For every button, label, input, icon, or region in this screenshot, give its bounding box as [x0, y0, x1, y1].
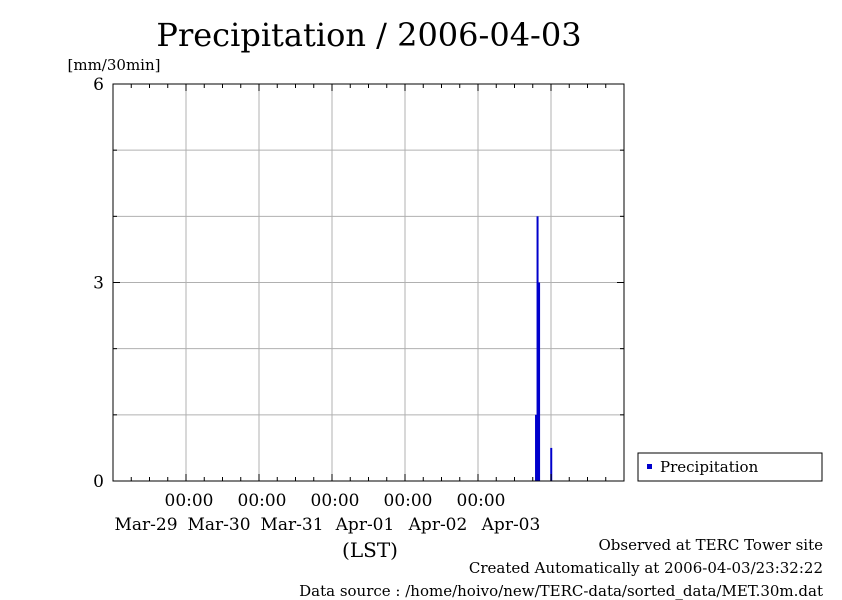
y-tick-label: 6	[93, 75, 104, 95]
x-tick-label-date: Mar-31	[260, 515, 323, 535]
footer-observed-site: Observed at TERC Tower site	[598, 536, 823, 554]
x-tick-label-time: 00:00	[457, 491, 506, 511]
legend-label-precipitation: Precipitation	[660, 458, 759, 476]
x-tick-label-date: Apr-01	[335, 515, 395, 535]
x-tick-label-time: 00:00	[311, 491, 360, 511]
y-tick-label: 3	[93, 274, 104, 294]
y-axis-unit-label: [mm/30min]	[68, 56, 161, 74]
footer-data-source: Data source : /home/hoivo/new/TERC-data/…	[299, 582, 823, 600]
y-axis-ticks: 0 3 6	[93, 75, 624, 492]
chart-title: Precipitation / 2006-04-03	[156, 16, 581, 54]
y-tick-label: 0	[93, 472, 104, 492]
gridlines	[113, 84, 624, 481]
x-axis-label: (LST)	[342, 538, 398, 562]
legend: Precipitation	[637, 452, 823, 482]
x-tick-label-date: Apr-02	[408, 515, 468, 535]
precipitation-bar	[536, 216, 539, 482]
x-tick-label-date: Mar-30	[187, 515, 250, 535]
legend-swatch-precipitation	[647, 464, 652, 469]
x-tick-label-time: 00:00	[238, 491, 287, 511]
precipitation-bar	[535, 414, 538, 481]
x-tick-label-time: 00:00	[165, 491, 214, 511]
precipitation-bar	[538, 282, 541, 481]
precipitation-bar	[550, 447, 553, 481]
legend-box	[637, 452, 823, 482]
footer-created-timestamp: Created Automatically at 2006-04-03/23:3…	[468, 559, 823, 577]
x-tick-label-date: Apr-03	[481, 515, 541, 535]
x-tick-label-date: Mar-29	[114, 515, 177, 535]
x-axis-ticks: 00:00 Mar-29 00:00 Mar-30 00:00 Mar-31 00:00 Ap…	[112, 84, 625, 535]
x-tick-label-time: 00:00	[384, 491, 433, 511]
precipitation-bars	[535, 216, 553, 482]
